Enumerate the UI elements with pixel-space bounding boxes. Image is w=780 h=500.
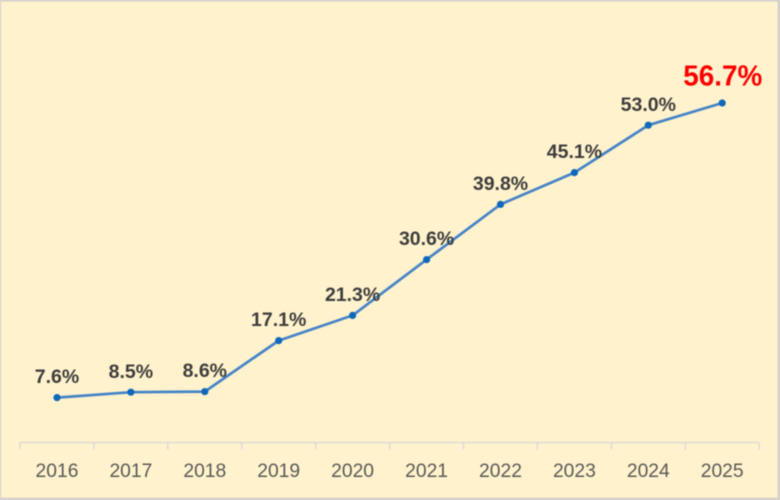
svg-text:2019: 2019 [257, 461, 300, 482]
svg-text:2022: 2022 [479, 461, 522, 482]
svg-text:2016: 2016 [36, 461, 79, 482]
svg-text:8.6%: 8.6% [183, 360, 227, 382]
svg-text:21.3%: 21.3% [325, 284, 380, 306]
svg-text:17.1%: 17.1% [251, 309, 306, 331]
svg-text:39.8%: 39.8% [473, 173, 528, 195]
svg-text:2024: 2024 [627, 461, 670, 482]
svg-text:7.6%: 7.6% [35, 366, 79, 388]
svg-text:56.7%: 56.7% [683, 60, 762, 92]
svg-text:2020: 2020 [331, 461, 374, 482]
svg-text:8.5%: 8.5% [109, 361, 153, 383]
svg-text:30.6%: 30.6% [399, 228, 454, 250]
svg-text:2021: 2021 [405, 461, 448, 482]
svg-text:2025: 2025 [701, 461, 744, 482]
svg-text:2023: 2023 [553, 461, 596, 482]
svg-text:2017: 2017 [109, 461, 152, 482]
svg-text:45.1%: 45.1% [547, 141, 602, 163]
svg-text:53.0%: 53.0% [621, 94, 676, 116]
svg-text:2018: 2018 [183, 461, 226, 482]
